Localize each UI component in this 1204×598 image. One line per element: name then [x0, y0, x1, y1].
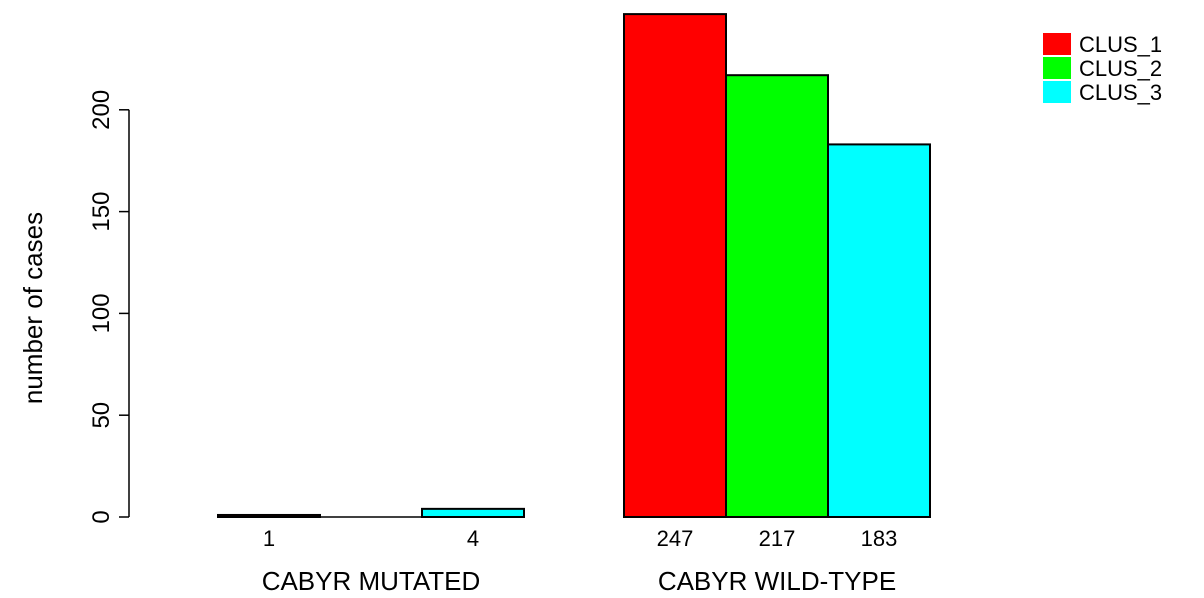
count-labels: 1 4 247 217 183 [263, 526, 897, 551]
y-axis: 0 50 100 150 200 [88, 90, 130, 524]
y-tick-label: 0 [88, 510, 115, 523]
group-labels: CABYR MUTATED CABYR WILD-TYPE [262, 566, 896, 596]
count-label: 183 [861, 526, 898, 551]
count-label: 4 [467, 526, 479, 551]
bar-clus-1 [217, 513, 321, 518]
y-axis-title: number of cases [18, 212, 48, 404]
y-tick-label: 150 [88, 192, 115, 232]
group-label: CABYR WILD-TYPE [658, 566, 896, 596]
count-label: 217 [759, 526, 796, 551]
y-tick-label: 100 [88, 293, 115, 333]
legend-swatch [1043, 81, 1071, 103]
y-tick-label: 200 [88, 90, 115, 130]
bar-clus-2 [725, 74, 829, 519]
bar-clus-1 [623, 13, 727, 518]
bars [217, 13, 931, 519]
count-label: 1 [263, 526, 275, 551]
group-label: CABYR MUTATED [262, 566, 481, 596]
bar-clus-3 [827, 143, 931, 519]
legend-label: CLUS_3 [1079, 80, 1162, 105]
legend-label: CLUS_2 [1079, 56, 1162, 81]
legend-swatch [1043, 57, 1071, 79]
legend-label: CLUS_1 [1079, 32, 1162, 57]
y-tick-label: 50 [88, 402, 115, 429]
count-label: 247 [657, 526, 694, 551]
bar-clus-3 [421, 507, 525, 518]
legend-swatch [1043, 33, 1071, 55]
